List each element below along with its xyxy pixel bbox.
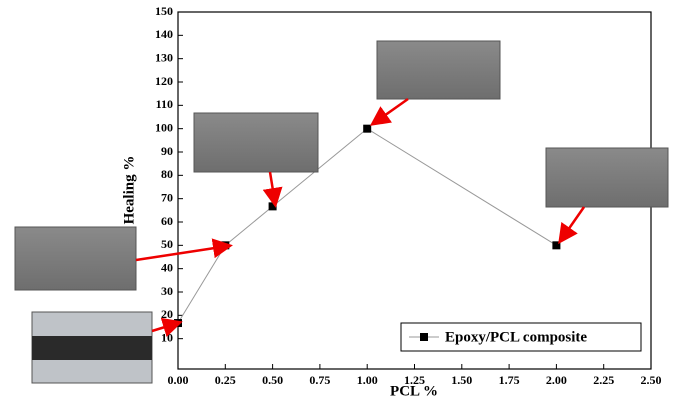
y-tick-label: 20 [161, 307, 173, 321]
data-point [552, 241, 561, 250]
y-tick-label: 50 [161, 237, 173, 251]
arrow [151, 317, 183, 337]
y-tick-label: 140 [155, 27, 173, 41]
legend-box [400, 322, 642, 352]
y-tick-label: 130 [155, 50, 173, 64]
y-tick-label: 110 [156, 97, 173, 111]
legend-label: Epoxy/PCL composite [445, 329, 587, 345]
x-tick-label: 0.25 [215, 373, 236, 387]
micrograph [376, 40, 501, 100]
x-tick-label: 1.25 [404, 373, 425, 387]
y-axis-title: Healing % [121, 156, 137, 225]
y-tick-label: 70 [161, 190, 173, 204]
x-tick-label: 0.50 [262, 373, 283, 387]
x-axis-title: PCL % [390, 383, 438, 399]
micrograph [193, 112, 319, 173]
x-tick-label: 1.00 [357, 373, 378, 387]
y-tick-label: 80 [161, 167, 173, 181]
x-tick-label: 1.50 [451, 373, 472, 387]
y-tick-label: 90 [161, 144, 173, 158]
y-tick-label: 60 [161, 214, 173, 228]
legend: Epoxy/PCL composite [400, 322, 642, 352]
arrow [558, 206, 586, 245]
x-tick-label: 2.50 [641, 373, 662, 387]
x-tick-label: 1.75 [499, 373, 520, 387]
arrow [135, 238, 233, 262]
micrograph [545, 147, 669, 208]
legend-marker [420, 333, 428, 341]
data-point [268, 202, 277, 211]
x-tick-label: 2.00 [546, 373, 567, 387]
y-tick-label: 150 [155, 4, 173, 18]
data-point [363, 124, 372, 133]
y-tick-label: 40 [161, 260, 173, 274]
y-tick-label: 120 [155, 74, 173, 88]
y-tick-label: 100 [155, 120, 173, 134]
y-tick-label: 30 [161, 284, 173, 298]
arrow [262, 171, 283, 208]
arrow [369, 97, 409, 126]
micrograph-band [32, 336, 152, 360]
micrograph-insets [14, 40, 669, 384]
x-tick-label: 0.75 [309, 373, 330, 387]
x-tick-label: 0.00 [168, 373, 189, 387]
micrograph [14, 226, 137, 291]
x-tick-label: 2.25 [593, 373, 614, 387]
y-tick-label: 10 [161, 330, 173, 344]
